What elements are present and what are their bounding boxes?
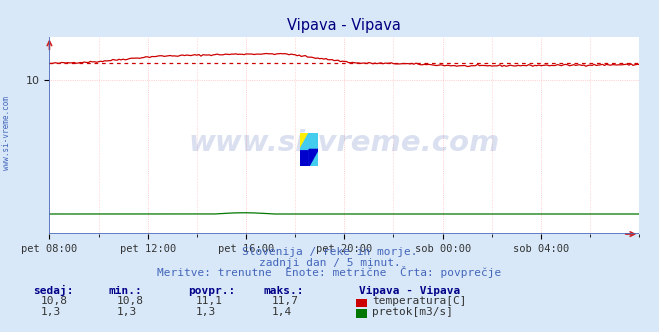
Text: temperatura[C]: temperatura[C] (372, 296, 467, 306)
Text: Slovenija / reke in morje.: Slovenija / reke in morje. (242, 247, 417, 257)
Polygon shape (300, 133, 309, 149)
Text: 1,3: 1,3 (196, 307, 216, 317)
Text: www.si-vreme.com: www.si-vreme.com (2, 96, 11, 170)
Bar (309, 133, 318, 149)
Polygon shape (309, 149, 318, 166)
Text: sedaj:: sedaj: (33, 285, 73, 296)
Bar (309, 149, 318, 166)
Text: maks.:: maks.: (264, 286, 304, 296)
Text: 1,4: 1,4 (272, 307, 292, 317)
Title: Vipava - Vipava: Vipava - Vipava (287, 18, 401, 33)
Bar (300, 133, 309, 149)
Text: www.si-vreme.com: www.si-vreme.com (188, 129, 500, 157)
Text: 1,3: 1,3 (41, 307, 61, 317)
Text: 1,3: 1,3 (117, 307, 137, 317)
Text: 11,7: 11,7 (272, 296, 299, 306)
Text: 10,8: 10,8 (41, 296, 68, 306)
Text: Vipava - Vipava: Vipava - Vipava (359, 286, 461, 296)
Text: povpr.:: povpr.: (188, 286, 235, 296)
Text: zadnji dan / 5 minut.: zadnji dan / 5 minut. (258, 258, 401, 268)
Text: 11,1: 11,1 (196, 296, 223, 306)
Text: min.:: min.: (109, 286, 142, 296)
Text: 10,8: 10,8 (117, 296, 144, 306)
Text: Meritve: trenutne  Enote: metrične  Črta: povprečje: Meritve: trenutne Enote: metrične Črta: … (158, 266, 501, 278)
Bar (300, 149, 309, 166)
Text: pretok[m3/s]: pretok[m3/s] (372, 307, 453, 317)
